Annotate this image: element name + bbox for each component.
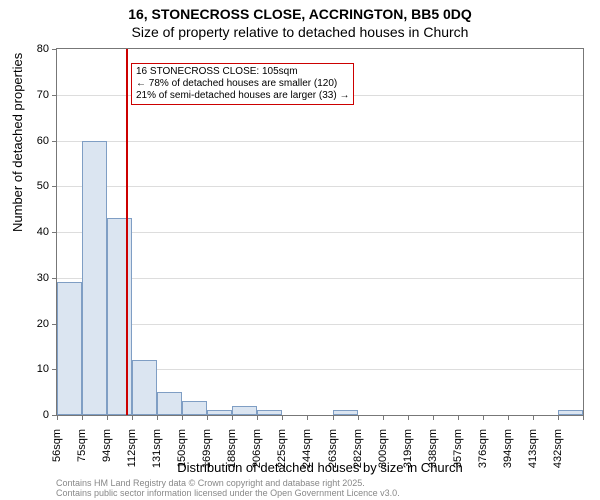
- chart-title-line2: Size of property relative to detached ho…: [0, 24, 600, 40]
- xtick: [57, 415, 58, 420]
- footer-credits: Contains HM Land Registry data © Crown c…: [56, 478, 400, 498]
- gridline: [57, 232, 583, 233]
- footer-line2: Contains public sector information licen…: [56, 488, 400, 498]
- xtick: [508, 415, 509, 420]
- x-axis-label: Distribution of detached houses by size …: [56, 460, 584, 475]
- histogram-bar: [257, 410, 282, 415]
- annotation-line: 21% of semi-detached houses are larger (…: [136, 90, 349, 102]
- ytick-label: 40: [37, 226, 49, 238]
- ytick: [52, 141, 57, 142]
- xtick-label: 94sqm: [101, 429, 113, 462]
- histogram-bar: [57, 282, 82, 415]
- gridline: [57, 141, 583, 142]
- histogram-bar: [132, 360, 157, 415]
- histogram-bar: [207, 410, 232, 415]
- xtick: [358, 415, 359, 420]
- chart-title-line1: 16, STONECROSS CLOSE, ACCRINGTON, BB5 0D…: [0, 6, 600, 22]
- xtick: [82, 415, 83, 420]
- xtick: [182, 415, 183, 420]
- xtick: [257, 415, 258, 420]
- ytick-label: 10: [37, 363, 49, 375]
- y-axis-label: Number of detached properties: [10, 53, 25, 232]
- xtick-label: 56sqm: [51, 429, 63, 462]
- ytick-label: 80: [37, 43, 49, 55]
- xtick: [383, 415, 384, 420]
- footer-line1: Contains HM Land Registry data © Crown c…: [56, 478, 400, 488]
- gridline: [57, 324, 583, 325]
- annotation-box: 16 STONECROSS CLOSE: 105sqm← 78% of deta…: [131, 63, 354, 105]
- ytick: [52, 278, 57, 279]
- ytick-label: 20: [37, 318, 49, 330]
- ytick: [52, 232, 57, 233]
- xtick: [307, 415, 308, 420]
- ytick-label: 50: [37, 180, 49, 192]
- xtick: [533, 415, 534, 420]
- xtick: [483, 415, 484, 420]
- xtick-label: 75sqm: [76, 429, 88, 462]
- annotation-line: ← 78% of detached houses are smaller (12…: [136, 78, 349, 90]
- histogram-bar: [333, 410, 358, 415]
- histogram-bar: [157, 392, 182, 415]
- xtick: [558, 415, 559, 420]
- xtick: [232, 415, 233, 420]
- xtick: [132, 415, 133, 420]
- ytick: [52, 95, 57, 96]
- gridline: [57, 278, 583, 279]
- xtick: [458, 415, 459, 420]
- ytick-label: 0: [43, 409, 49, 421]
- histogram-bar: [82, 141, 107, 416]
- xtick: [282, 415, 283, 420]
- xtick: [207, 415, 208, 420]
- reference-line: [126, 49, 128, 415]
- ytick: [52, 186, 57, 187]
- xtick: [408, 415, 409, 420]
- histogram-bar: [182, 401, 207, 415]
- histogram-bar: [232, 406, 257, 415]
- xtick: [107, 415, 108, 420]
- ytick-label: 60: [37, 135, 49, 147]
- xtick: [583, 415, 584, 420]
- ytick: [52, 49, 57, 50]
- xtick: [433, 415, 434, 420]
- xtick: [157, 415, 158, 420]
- plot-area: 0102030405060708056sqm75sqm94sqm112sqm13…: [56, 48, 584, 416]
- xtick: [333, 415, 334, 420]
- gridline: [57, 186, 583, 187]
- ytick-label: 70: [37, 89, 49, 101]
- histogram-bar: [558, 410, 583, 415]
- annotation-line: 16 STONECROSS CLOSE: 105sqm: [136, 66, 349, 78]
- ytick-label: 30: [37, 272, 49, 284]
